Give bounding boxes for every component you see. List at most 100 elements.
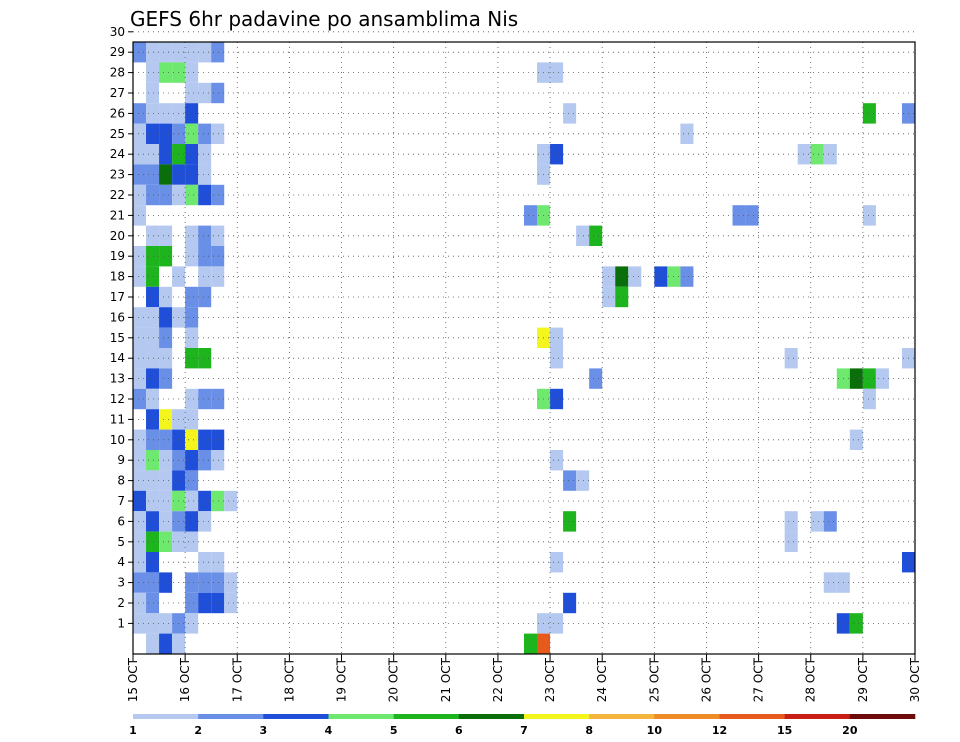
- heatmap-cell: [224, 572, 238, 593]
- heatmap-cell: [563, 592, 577, 614]
- colorbar-label: 1: [129, 724, 137, 737]
- heatmap-cell: [224, 592, 238, 614]
- colorbar-label: 8: [585, 724, 593, 737]
- y-tick-label: 7: [117, 494, 125, 508]
- heatmap-cell: [133, 592, 147, 614]
- colorbar-label: 3: [260, 724, 268, 737]
- heatmap-cell: [185, 409, 199, 430]
- heatmap-cell: [211, 572, 225, 593]
- x-tick-label: 29 OCT: [856, 657, 870, 702]
- heatmap-cell: [550, 613, 564, 634]
- heatmap-cell: [133, 144, 147, 165]
- heatmap-cell: [146, 123, 160, 144]
- heatmap-cell: [146, 368, 160, 389]
- heatmap-cell: [198, 429, 212, 450]
- heatmap-cell: [159, 123, 173, 144]
- heatmap-cell: [524, 633, 538, 654]
- y-tick-label: 24: [110, 147, 125, 161]
- heatmap-cell: [133, 246, 147, 267]
- heatmap-cell: [211, 592, 225, 614]
- colorbar-label: 6: [455, 724, 463, 737]
- heatmap-cell: [159, 511, 173, 532]
- y-tick-label: 6: [117, 514, 125, 528]
- heatmap-cell: [784, 531, 798, 552]
- heatmap-cell: [576, 225, 590, 246]
- heatmap-cell: [146, 103, 160, 124]
- y-tick-label: 22: [110, 188, 125, 202]
- y-tick-label: 21: [110, 208, 125, 222]
- heatmap-cell: [198, 511, 212, 532]
- heatmap-cell: [146, 388, 160, 410]
- cells-layer: [133, 42, 915, 654]
- heatmap-cell: [159, 225, 173, 246]
- heatmap-cell: [198, 552, 212, 573]
- heatmap-cell: [159, 368, 173, 389]
- heatmap-cell: [146, 613, 160, 634]
- heatmap-cell: [146, 286, 160, 308]
- chart-title: GEFS 6hr padavine po ansamblima Nis: [130, 7, 518, 31]
- heatmap-cell: [133, 164, 147, 185]
- heatmap-cell: [185, 511, 199, 532]
- heatmap-cell: [146, 42, 160, 63]
- heatmap-cell: [576, 470, 590, 491]
- heatmap-cell: [810, 144, 824, 165]
- y-tick-label: 11: [110, 412, 125, 426]
- heatmap-cell: [133, 388, 147, 410]
- heatmap-cell: [589, 368, 603, 389]
- heatmap-cell: [628, 266, 642, 287]
- heatmap-cell: [185, 246, 199, 267]
- heatmap-cell: [146, 552, 160, 573]
- heatmap-cell: [185, 572, 199, 593]
- x-tick-label: 17 OCT: [230, 657, 244, 702]
- heatmap-cell: [133, 205, 147, 226]
- heatmap-cell: [550, 327, 564, 348]
- y-tick-label: 15: [110, 331, 125, 345]
- colorbar-label: 20: [842, 724, 858, 737]
- heatmap-cell: [146, 450, 160, 471]
- y-tick-label: 17: [110, 290, 125, 304]
- heatmap-cell: [550, 552, 564, 573]
- colorbar-label: 10: [647, 724, 663, 737]
- heatmap-cell: [146, 246, 160, 267]
- heatmap-cell: [563, 470, 577, 491]
- heatmap-cell: [211, 429, 225, 450]
- y-tick-label: 28: [110, 66, 125, 80]
- heatmap-cell: [550, 144, 564, 165]
- colorbar-segment: [458, 714, 525, 719]
- heatmap-cell: [680, 123, 694, 144]
- heatmap-cell: [185, 164, 199, 185]
- colorbar-label: 15: [777, 724, 792, 737]
- colorbar-segment: [589, 714, 655, 719]
- x-tick-label: 30 OCT: [908, 657, 922, 702]
- heatmap-cell: [198, 184, 212, 206]
- heatmap-cell: [133, 490, 147, 512]
- heatmap-cell: [198, 246, 212, 267]
- heatmap-cell: [198, 450, 212, 471]
- heatmap-cell: [159, 531, 173, 552]
- y-tick-label: 29: [110, 45, 125, 59]
- plot-frame: [132, 41, 916, 655]
- heatmap-cell: [185, 307, 199, 328]
- heatmap-cell: [146, 348, 160, 369]
- heatmap-cell: [745, 205, 759, 226]
- x-tick-label: 28 OCT: [804, 657, 818, 702]
- x-tick-label: 23 OCT: [543, 657, 557, 702]
- heatmap-cell: [615, 286, 629, 308]
- heatmap-cell: [185, 388, 199, 410]
- heatmap-cell: [159, 348, 173, 369]
- heatmap-cell: [615, 266, 629, 287]
- y-tick-label: 8: [117, 474, 125, 488]
- heatmap-cell: [563, 103, 577, 124]
- heatmap-cell: [198, 388, 212, 410]
- heatmap-cell: [146, 531, 160, 552]
- heatmap-cell: [133, 103, 147, 124]
- heatmap-cell: [146, 225, 160, 246]
- heatmap-cell: [159, 62, 173, 83]
- heatmap-cell: [198, 42, 212, 63]
- heatmap-cell: [185, 490, 199, 512]
- heatmap-cell: [146, 184, 160, 206]
- heatmap-cell: [159, 450, 173, 471]
- x-tick-label: 24 OCT: [595, 657, 609, 702]
- heatmap-cell: [823, 572, 837, 593]
- heatmap-cell: [198, 572, 212, 593]
